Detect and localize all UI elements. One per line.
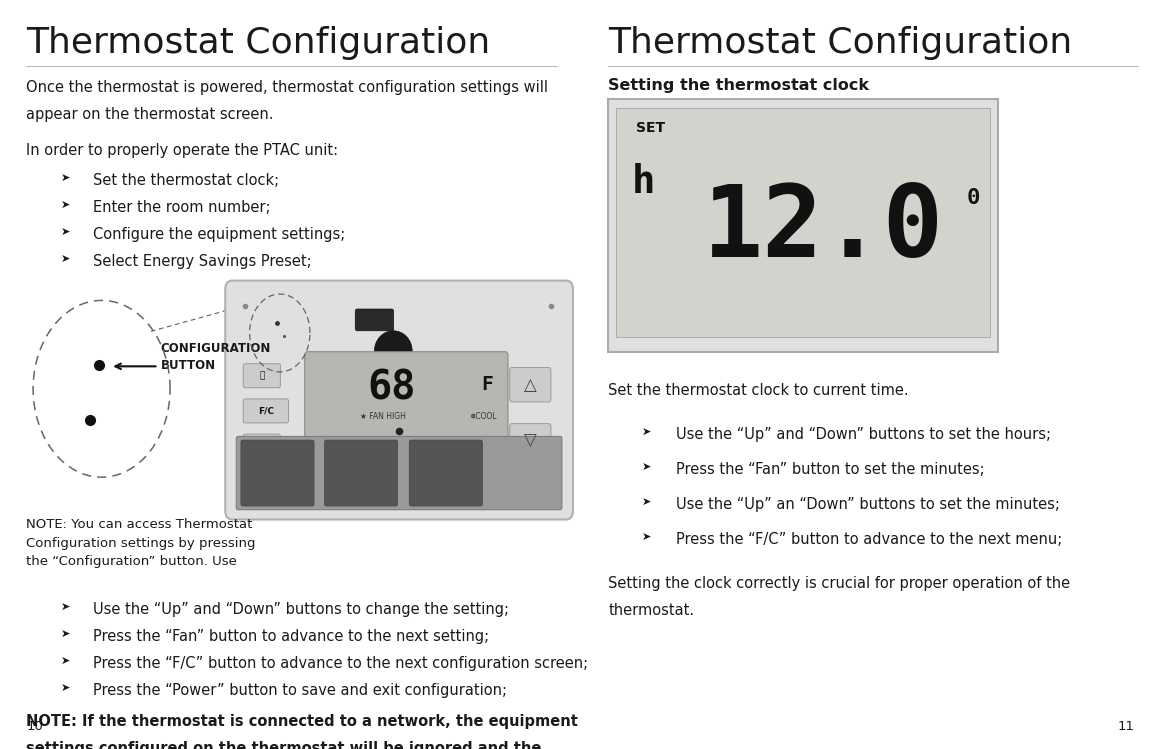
Text: Setting the thermostat clock: Setting the thermostat clock [608, 78, 870, 93]
Text: ▽: ▽ [524, 432, 536, 450]
Text: ➤: ➤ [641, 532, 651, 542]
Ellipse shape [374, 331, 412, 372]
Text: F: F [482, 374, 493, 394]
Text: CONFIGURATION
BUTTON: CONFIGURATION BUTTON [160, 342, 272, 372]
Text: ➤: ➤ [641, 427, 651, 437]
Text: Use the “Up” an “Down” buttons to set the minutes;: Use the “Up” an “Down” buttons to set th… [676, 497, 1060, 512]
Text: 12.0: 12.0 [702, 181, 944, 278]
Text: ❅COOL: ❅COOL [469, 413, 497, 422]
Text: ➤: ➤ [60, 200, 71, 210]
Text: Use the “Up” and “Down” buttons to set the hours;: Use the “Up” and “Down” buttons to set t… [676, 427, 1051, 442]
Text: Select Energy Savings Preset;: Select Energy Savings Preset; [93, 254, 311, 269]
FancyBboxPatch shape [510, 368, 550, 402]
Text: ➤: ➤ [60, 602, 71, 612]
Text: ★ FAN HIGH: ★ FAN HIGH [360, 413, 406, 422]
FancyBboxPatch shape [325, 440, 397, 506]
Text: ➤: ➤ [60, 227, 71, 237]
Text: Press the “Power” button to save and exit configuration;: Press the “Power” button to save and exi… [93, 683, 507, 698]
Text: Thermostat Configuration: Thermostat Configuration [26, 26, 490, 60]
Text: NOTE: You can access Thermostat
Configuration settings by pressing
the “Configur: NOTE: You can access Thermostat Configur… [26, 518, 255, 568]
Text: ➤: ➤ [641, 497, 651, 507]
Text: 11: 11 [1118, 720, 1135, 733]
Text: ➤: ➤ [60, 254, 71, 264]
FancyBboxPatch shape [225, 281, 574, 520]
FancyBboxPatch shape [237, 437, 562, 510]
Text: ❅: ❅ [258, 442, 266, 451]
Text: 10: 10 [26, 720, 43, 733]
Text: h: h [632, 163, 655, 201]
Text: appear on the thermostat screen.: appear on the thermostat screen. [26, 107, 274, 122]
Text: Once the thermostat is powered, thermostat configuration settings will: Once the thermostat is powered, thermost… [26, 80, 548, 95]
Text: 68: 68 [368, 369, 416, 407]
Text: ➤: ➤ [60, 683, 71, 693]
Text: Press the “Fan” button to set the minutes;: Press the “Fan” button to set the minute… [676, 461, 985, 476]
Text: 0: 0 [966, 188, 980, 207]
Text: Setting the clock correctly is crucial for proper operation of the: Setting the clock correctly is crucial f… [608, 576, 1070, 591]
Text: Enter the room number;: Enter the room number; [93, 200, 271, 215]
FancyBboxPatch shape [244, 364, 281, 388]
FancyBboxPatch shape [608, 99, 998, 352]
Text: In order to properly operate the PTAC unit:: In order to properly operate the PTAC un… [26, 143, 338, 158]
FancyBboxPatch shape [244, 399, 289, 423]
Text: SET: SET [636, 121, 665, 136]
Text: F/C: F/C [258, 407, 274, 416]
FancyBboxPatch shape [616, 108, 990, 337]
Text: ➤: ➤ [60, 656, 71, 666]
Text: Set the thermostat clock;: Set the thermostat clock; [93, 173, 279, 188]
Text: Use the “Up” and “Down” buttons to change the setting;: Use the “Up” and “Down” buttons to chang… [93, 602, 509, 617]
Text: Press the “F/C” button to advance to the next menu;: Press the “F/C” button to advance to the… [676, 532, 1062, 547]
Text: Press the “Fan” button to advance to the next setting;: Press the “Fan” button to advance to the… [93, 629, 489, 644]
FancyBboxPatch shape [304, 352, 509, 440]
Text: Set the thermostat clock to current time.: Set the thermostat clock to current time… [608, 383, 909, 398]
Text: Press the “F/C” button to advance to the next configuration screen;: Press the “F/C” button to advance to the… [93, 656, 587, 671]
FancyBboxPatch shape [241, 440, 313, 506]
FancyBboxPatch shape [355, 309, 394, 331]
Text: Thermostat Configuration: Thermostat Configuration [608, 26, 1073, 60]
Text: ➤: ➤ [641, 461, 651, 472]
Text: ➤: ➤ [60, 173, 71, 183]
Text: ⏻: ⏻ [259, 372, 265, 380]
FancyBboxPatch shape [510, 424, 550, 458]
Text: settings configured on the thermostat will be ignored and the: settings configured on the thermostat wi… [26, 742, 541, 749]
Text: NOTE: If the thermostat is connected to a network, the equipment: NOTE: If the thermostat is connected to … [26, 715, 578, 730]
Text: △: △ [524, 376, 536, 394]
Text: ➤: ➤ [60, 629, 71, 639]
FancyBboxPatch shape [409, 440, 483, 506]
Text: thermostat.: thermostat. [608, 603, 694, 618]
FancyBboxPatch shape [244, 434, 281, 458]
Text: Configure the equipment settings;: Configure the equipment settings; [93, 227, 345, 242]
